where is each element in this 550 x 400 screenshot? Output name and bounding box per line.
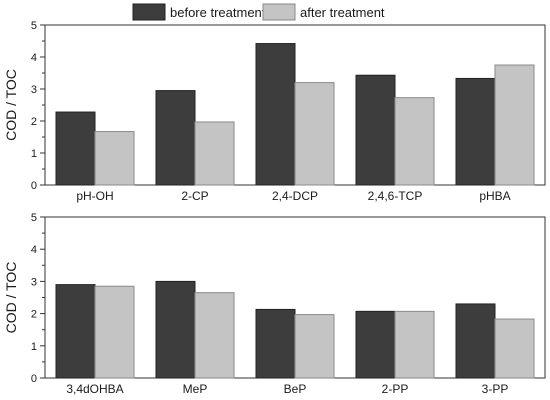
bar-after (94, 285, 135, 379)
chart-panel-bottom: 0 1 2 3 4 5 COD / TOC 3,4dOHBA MeP BeP 2-PP 3-PP (3, 212, 546, 396)
x-category-label: 2,4-DCP (272, 189, 318, 203)
x-category-label: BeP (284, 382, 307, 396)
x-category-label: 3,4dOHBA (66, 382, 123, 396)
legend-label-before: before treatment (170, 5, 266, 20)
y-tick-label: 5 (31, 20, 37, 32)
x-category-label: 2,4,6-TCP (368, 189, 423, 203)
legend-swatch-after (262, 3, 296, 21)
bar-before (355, 310, 396, 379)
legend-swatch-before (132, 3, 166, 21)
bar-after (494, 64, 535, 186)
chart-panel-top: 0 1 2 3 4 5 COD / TOC pH-OH 2-CP 2,4-DCP 2,4,6-TCP… (3, 20, 546, 203)
y-tick-label: 2 (31, 309, 37, 321)
x-category-label: pHBA (479, 189, 510, 203)
y-tick-label: 0 (31, 180, 37, 192)
y-axis-label: COD / TOC (3, 69, 19, 141)
bar-before (255, 43, 296, 186)
y-tick-label: 4 (31, 52, 37, 64)
y-tick-label: 5 (31, 212, 37, 224)
bar-before (155, 280, 196, 379)
bar-before (55, 284, 96, 379)
y-tick-label: 3 (31, 84, 37, 96)
y-tick-label: 3 (31, 276, 37, 288)
x-category-label: 3-PP (482, 382, 509, 396)
x-category-label: 2-PP (382, 382, 409, 396)
bar-before (355, 74, 396, 186)
bar-before (455, 77, 496, 186)
bar-after (494, 318, 535, 379)
bar-before (255, 308, 296, 379)
bar-before (155, 90, 196, 186)
x-category-label: MeP (183, 382, 208, 396)
bar-after (194, 121, 235, 186)
bar-after (294, 314, 335, 379)
legend: before treatment after treatment (132, 3, 385, 21)
y-tick-label: 4 (31, 244, 37, 256)
x-category-label: pH-OH (76, 189, 113, 203)
bar-after (294, 82, 335, 186)
bar-after (194, 292, 235, 379)
y-tick-label: 2 (31, 116, 37, 128)
y-tick-label: 0 (31, 373, 37, 385)
legend-label-after: after treatment (300, 5, 385, 20)
bar-after (394, 97, 435, 186)
y-tick-label: 1 (31, 148, 37, 160)
x-category-label: 2-CP (181, 189, 208, 203)
bar-before (455, 303, 496, 379)
y-tick-label: 1 (31, 341, 37, 353)
bar-after (394, 310, 435, 379)
bar-after (94, 131, 135, 186)
bar-before (55, 111, 96, 186)
y-axis-label: COD / TOC (3, 262, 19, 334)
